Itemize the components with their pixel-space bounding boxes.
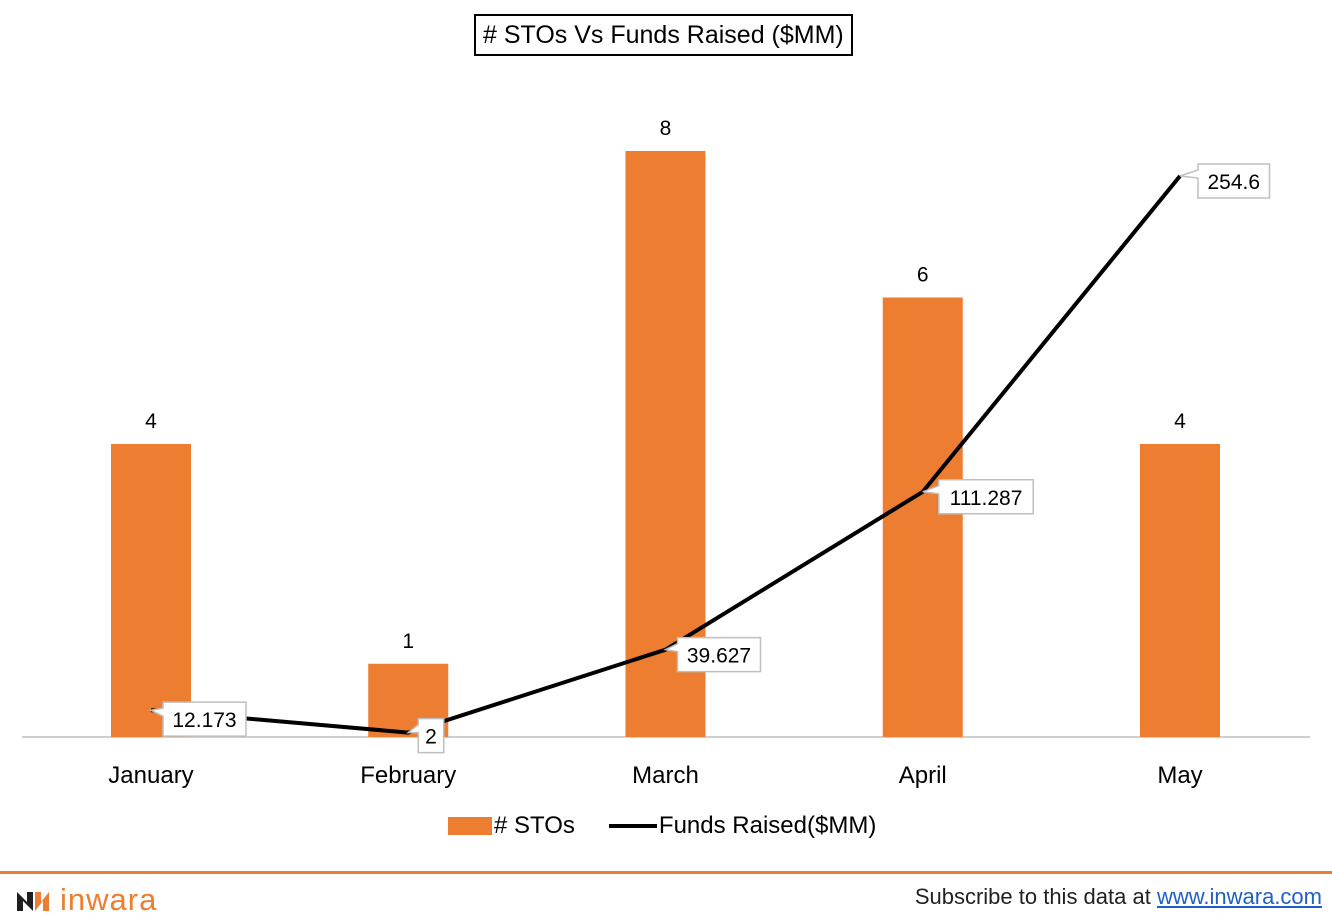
svg-text:111.287: 111.287	[950, 487, 1023, 510]
inwara-brand-text: inwara	[60, 882, 158, 917]
legend-swatch-funds	[608, 824, 657, 828]
svg-text:2: 2	[425, 726, 437, 749]
svg-text:39.627: 39.627	[687, 645, 751, 668]
inwara-logo: inwara	[16, 882, 157, 918]
chart-legend: # STOs Funds Raised($MM)	[448, 812, 876, 840]
bar-label-april: 6	[917, 264, 929, 287]
line-label-january: 12.173	[148, 701, 247, 737]
subscribe-text: Subscribe to this data at	[914, 884, 1157, 909]
inwara-link[interactable]: www.inwara.com	[1156, 884, 1322, 909]
bar-label-march: 8	[660, 117, 672, 140]
x-tick-february: February	[360, 762, 456, 789]
inwara-logo-icon	[17, 892, 49, 911]
bar-april	[882, 297, 963, 737]
bar-may	[1140, 444, 1220, 737]
chart-title: # STOs Vs Funds Raised ($MM)	[474, 14, 853, 56]
x-tick-march: March	[632, 762, 699, 789]
chart-plot: 4 1 8 6 4 January February March April May 12.17…	[22, 117, 1310, 789]
legend-label-stos: # STOs	[494, 812, 575, 839]
bar-january	[111, 444, 191, 737]
line-label-may: 254.6	[1179, 163, 1271, 199]
line-label-march: 39.627	[663, 636, 762, 673]
legend-swatch-stos	[448, 817, 492, 835]
line-label-february: 2	[406, 717, 445, 754]
subscribe-note: Subscribe to this data at www.inwara.com	[915, 884, 1322, 910]
x-tick-april: April	[899, 762, 947, 789]
x-tick-may: May	[1157, 762, 1202, 789]
bar-label-january: 4	[145, 410, 157, 433]
x-tick-january: January	[108, 762, 193, 789]
svg-text:12.173: 12.173	[172, 709, 236, 732]
legend-label-funds: Funds Raised($MM)	[658, 812, 877, 839]
svg-text:254.6: 254.6	[1207, 171, 1260, 194]
footer-divider	[0, 871, 1332, 874]
bar-label-may: 4	[1174, 410, 1186, 433]
line-label-april: 111.287	[922, 479, 1034, 515]
bar-label-february: 1	[402, 630, 414, 653]
